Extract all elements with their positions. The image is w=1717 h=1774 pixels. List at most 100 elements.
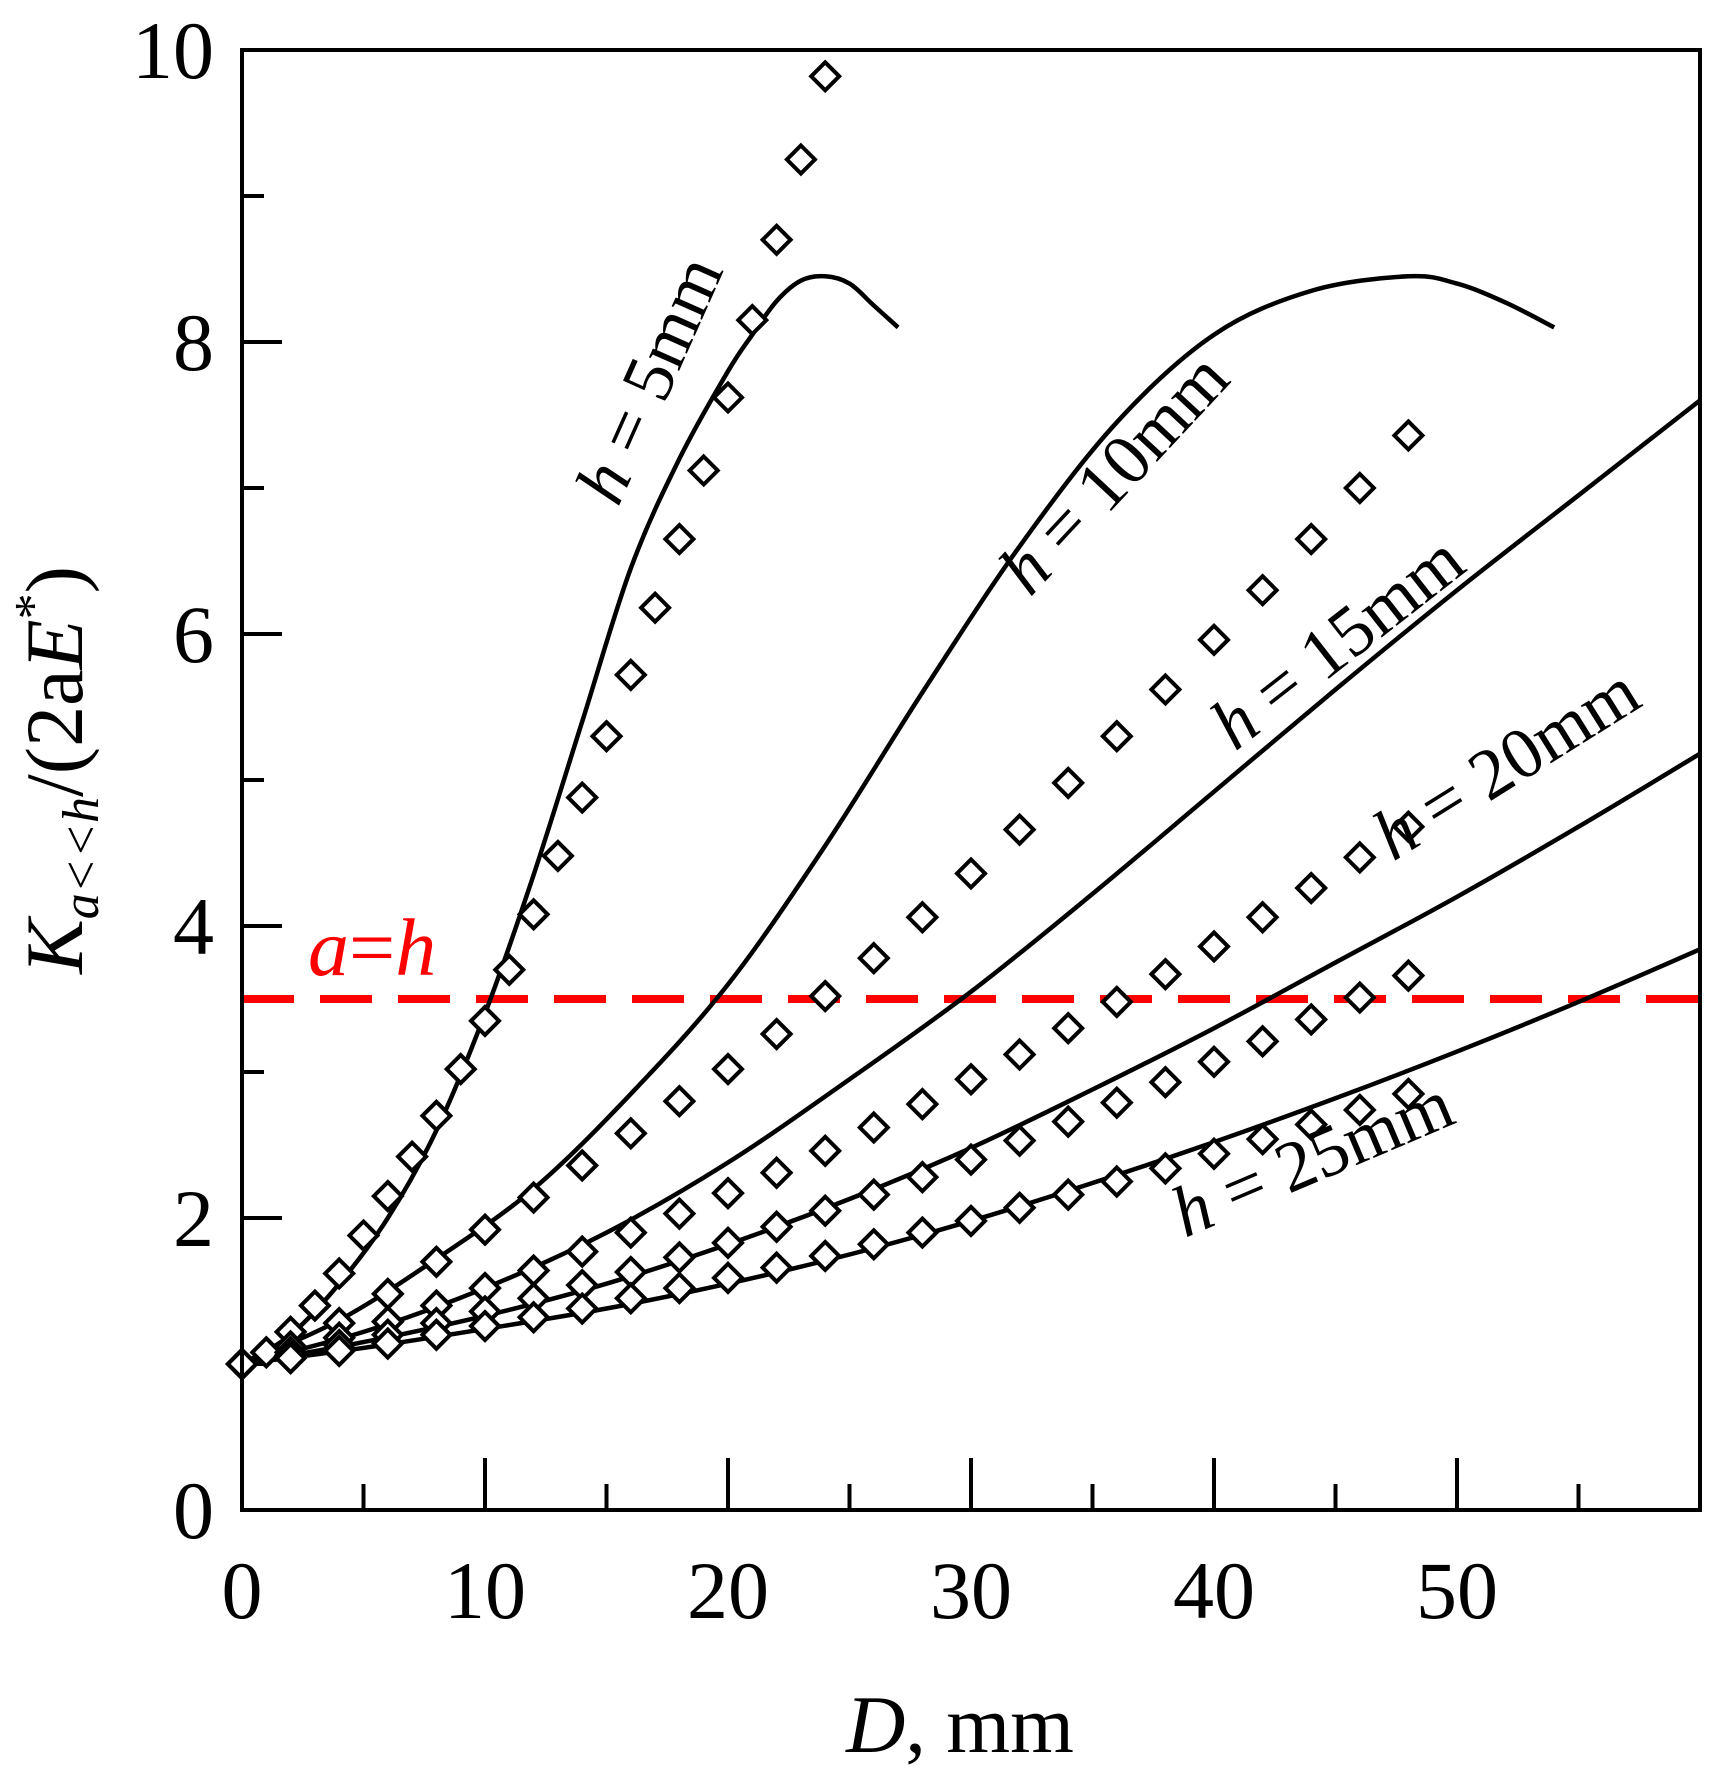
data-point-series-1 — [516, 897, 551, 932]
data-point-series-1 — [784, 142, 818, 177]
data-point-series-2 — [1099, 719, 1134, 754]
data-point-series-5 — [1099, 1164, 1134, 1199]
reference-line-label: a=h — [308, 902, 436, 993]
data-point-series-3 — [759, 1155, 794, 1190]
data-point-series-5 — [905, 1215, 940, 1250]
data-point-series-4 — [711, 1225, 745, 1260]
data-point-series-1 — [322, 1256, 357, 1291]
data-point-series-1 — [492, 952, 527, 987]
data-point-series-3 — [1342, 840, 1377, 875]
data-point-series-2 — [808, 979, 843, 1013]
data-point-series-5 — [273, 1341, 308, 1375]
data-point-series-2 — [1148, 672, 1183, 707]
data-point-series-4 — [1002, 1123, 1037, 1158]
data-point-series-5 — [1148, 1151, 1183, 1186]
data-point-series-5 — [613, 1281, 648, 1316]
x-axis-title-unit: , mm — [905, 1679, 1074, 1770]
data-point-series-5 — [662, 1271, 697, 1305]
data-point-series-5 — [1294, 1107, 1329, 1142]
data-point-series-2 — [954, 856, 988, 891]
data-point-series-5 — [565, 1291, 600, 1326]
curve-label-4: h = 20mm — [1359, 651, 1653, 876]
data-point-series-5 — [1342, 1093, 1377, 1127]
data-point-series-3 — [613, 1215, 648, 1250]
data-point-series-3 — [905, 1087, 940, 1121]
curve-label-value: = 10mm — [1008, 337, 1244, 582]
data-point-series-1 — [419, 1098, 454, 1133]
reference-line-layer: a=h — [242, 902, 1700, 1003]
data-point-series-3 — [1294, 871, 1329, 905]
model-curve-1 — [240, 273, 900, 1366]
data-point-series-3 — [808, 1134, 843, 1168]
data-point-series-2 — [613, 1116, 648, 1151]
data-point-series-3 — [1099, 985, 1134, 1019]
data-point-series-3 — [856, 1110, 891, 1145]
y-tick-label: 2 — [173, 1173, 214, 1264]
data-point-series-1 — [589, 719, 624, 754]
data-point-series-5 — [954, 1204, 988, 1238]
data-point-series-1 — [395, 1139, 429, 1174]
data-point-series-4 — [1197, 1044, 1231, 1079]
data-point-series-4 — [1342, 980, 1377, 1015]
data-point-series-2 — [1391, 418, 1426, 453]
data-point-series-2 — [662, 1084, 697, 1119]
data-point-series-4 — [1245, 1024, 1280, 1059]
data-point-series-4 — [856, 1177, 891, 1212]
data-point-series-3 — [1391, 809, 1426, 844]
data-point-series-3 — [1245, 900, 1280, 935]
y-axis-title-close: ) — [9, 566, 100, 593]
data-point-series-2 — [856, 941, 891, 975]
data-point-series-3 — [1148, 957, 1183, 992]
data-point-series-4 — [1099, 1085, 1134, 1120]
curve-label-value: = 5mm — [574, 244, 738, 482]
data-point-series-1 — [662, 522, 697, 556]
y-axis-title: Ka<<h/(2aE*) — [5, 566, 110, 975]
data-point-series-5 — [808, 1239, 843, 1273]
data-point-series-3 — [662, 1196, 697, 1231]
y-tick-label: 10 — [132, 5, 214, 96]
x-tick-label: 10 — [444, 1545, 526, 1636]
ref-label-eq: = — [349, 902, 395, 993]
data-point-series-1 — [613, 658, 648, 692]
data-point-series-5 — [1245, 1122, 1280, 1156]
data-point-series-1 — [808, 59, 843, 94]
data-point-series-5 — [322, 1334, 357, 1368]
model-curve-2 — [241, 273, 1556, 1367]
data-point-series-5 — [516, 1300, 551, 1335]
y-tick-label: 0 — [173, 1465, 214, 1556]
data-point-series-4 — [759, 1209, 794, 1244]
data-point-series-5 — [856, 1227, 891, 1262]
curve-label-value: = 15mm — [1224, 519, 1479, 742]
data-point-series-2 — [1294, 522, 1329, 556]
x-tick-label: 20 — [687, 1545, 769, 1636]
data-point-series-4 — [905, 1160, 940, 1194]
data-point-series-5 — [468, 1309, 502, 1343]
data-point-series-1 — [735, 303, 770, 337]
data-point-series-1 — [541, 839, 575, 873]
data-point-series-5 — [759, 1250, 794, 1285]
data-point-series-4 — [1148, 1065, 1183, 1100]
ref-label-h: h — [395, 902, 436, 993]
data-point-series-4 — [1294, 1002, 1329, 1037]
data-point-series-2 — [1245, 573, 1280, 608]
data-point-series-5 — [370, 1326, 405, 1361]
x-axis-title-var: D — [845, 1679, 905, 1770]
curve-label-3: h = 15mm — [1196, 519, 1479, 765]
data-point-series-2 — [565, 1148, 600, 1183]
data-point-series-3 — [1002, 1037, 1037, 1072]
data-point-series-2 — [1342, 471, 1377, 505]
data-point-series-2 — [905, 900, 940, 935]
data-point-layer — [225, 59, 1426, 1381]
curve-label-value: = 20mm — [1390, 651, 1653, 857]
data-point-series-4 — [808, 1193, 843, 1228]
data-point-series-3 — [1197, 929, 1231, 964]
data-point-series-1 — [468, 1004, 502, 1038]
data-point-series-1 — [686, 453, 721, 488]
data-point-series-1 — [711, 380, 745, 415]
data-point-series-1 — [759, 222, 794, 257]
data-point-series-4 — [954, 1142, 988, 1177]
data-point-series-4 — [1051, 1104, 1086, 1139]
data-point-series-4 — [662, 1240, 697, 1275]
y-tick-label: 8 — [173, 297, 214, 388]
